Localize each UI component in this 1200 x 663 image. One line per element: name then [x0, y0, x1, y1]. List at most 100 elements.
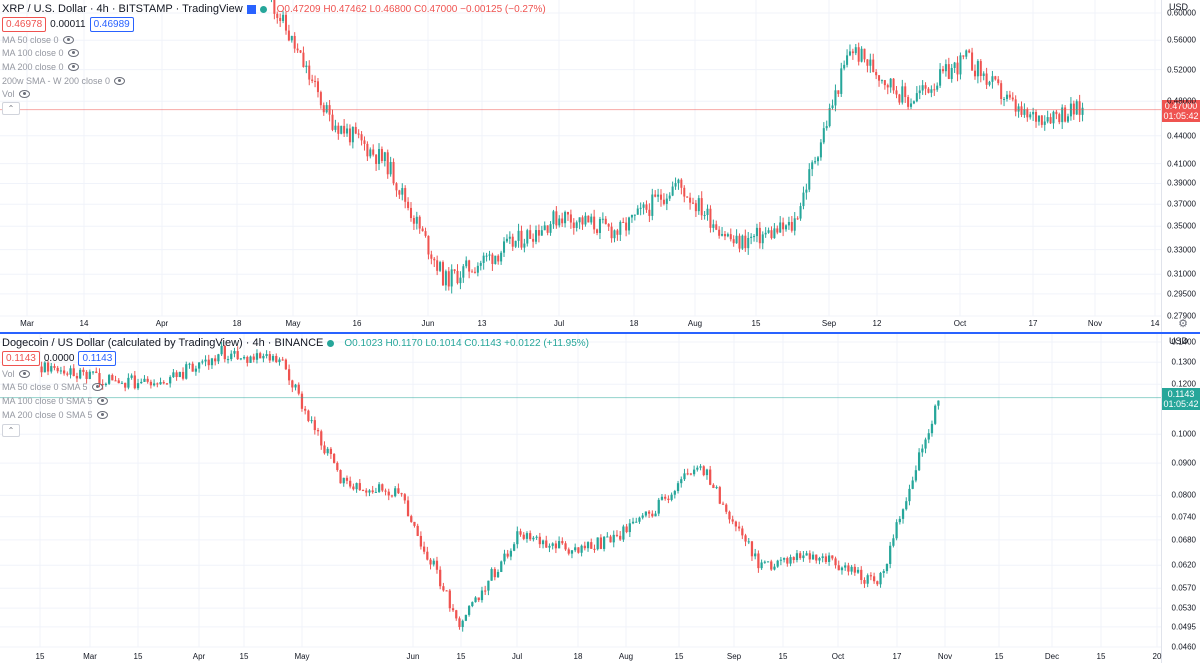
candle [1003, 96, 1006, 107]
candle [305, 61, 308, 74]
indicator-200w-sma[interactable]: 200w SMA - W 200 close 0 [2, 76, 126, 86]
candle [721, 227, 724, 237]
candle [654, 510, 657, 517]
candle [805, 550, 808, 556]
candle [270, 0, 272, 3]
eye-icon[interactable] [67, 63, 79, 71]
xrp-candlestick-plot[interactable] [0, 0, 1162, 332]
candle [718, 226, 721, 239]
candle [249, 355, 252, 363]
candle [924, 437, 927, 454]
candle [677, 178, 680, 190]
candle [541, 539, 545, 549]
xrp-ask-price[interactable]: 0.46989 [89, 17, 134, 32]
candle [944, 59, 947, 77]
candle [924, 82, 927, 96]
candle [596, 537, 599, 551]
doge-chart-pane[interactable]: Dogecoin / US Dollar (calculated by Trad… [0, 334, 1200, 663]
xrp-chart-pane[interactable]: XRP / U.S. Dollar · 4h · BITSTAMP · Trad… [0, 0, 1200, 332]
eye-icon[interactable] [96, 411, 108, 419]
eye-icon[interactable] [114, 77, 126, 85]
candle [72, 364, 75, 377]
collapse-legend-button[interactable]: ⌃ [2, 102, 20, 115]
candle [773, 563, 776, 571]
doge-candlestick-plot[interactable] [0, 334, 1162, 663]
candle [543, 221, 546, 231]
candle [712, 219, 715, 233]
candle [747, 232, 750, 255]
gear-icon[interactable]: ⚙ [1178, 318, 1188, 330]
candle [361, 489, 365, 492]
eye-icon[interactable] [96, 397, 108, 405]
candle [558, 215, 561, 228]
doge-price-axis[interactable]: USD 0.1143 01:05:42 0.1400 0.1300 0.1200 0.… [1161, 334, 1200, 663]
candle [850, 564, 853, 575]
candle [697, 195, 700, 215]
candle [422, 541, 426, 555]
indicator-ma100[interactable]: MA 100 close 0 SMA 5 [2, 396, 108, 406]
candle [444, 269, 447, 291]
eye-icon[interactable] [62, 36, 74, 44]
candle [602, 536, 606, 552]
candle [284, 358, 288, 371]
doge-bid-price[interactable]: 0.1143 [2, 351, 40, 366]
indicator-ma200[interactable]: MA 200 close 0 SMA 5 [2, 410, 108, 420]
candle [291, 379, 294, 393]
indicator-volume[interactable]: Vol [2, 369, 30, 379]
collapse-legend-button[interactable]: ⌃ [2, 424, 20, 437]
y-tick-label: 0.0570 [1171, 583, 1196, 593]
candle [822, 122, 825, 145]
candle [878, 74, 881, 87]
candle [659, 189, 663, 207]
candle [445, 590, 448, 592]
indicator-label: Vol [2, 89, 15, 99]
candle [692, 465, 696, 477]
candle [491, 252, 494, 271]
doge-last-price: 0.1143 [1167, 388, 1195, 399]
x-tick-label: May [285, 319, 301, 328]
candle [1081, 102, 1084, 122]
indicator-ma50[interactable]: MA 50 close 0 [2, 35, 74, 45]
doge-symbol-title[interactable]: Dogecoin / US Dollar (calculated by Trad… [2, 337, 324, 349]
indicator-ma50[interactable]: MA 50 close 0 SMA 5 [2, 382, 103, 392]
pane-divider[interactable] [0, 332, 1200, 334]
candle [912, 100, 915, 105]
candle [387, 488, 390, 501]
candle [728, 510, 731, 524]
candle [75, 372, 79, 383]
candle [262, 353, 265, 363]
candle [606, 532, 609, 538]
eye-icon[interactable] [18, 90, 30, 98]
candle [394, 486, 397, 498]
candle [683, 468, 686, 481]
y-tick-label: 0.31000 [1167, 269, 1196, 279]
eye-icon[interactable] [67, 49, 79, 57]
indicator-volume[interactable]: Vol [2, 89, 30, 99]
candle [545, 535, 548, 548]
y-tick-label: 0.48000 [1167, 96, 1196, 106]
eye-icon[interactable] [91, 383, 103, 391]
flag-icon[interactable] [246, 4, 256, 14]
candle [569, 209, 572, 229]
candle [866, 573, 869, 588]
xrp-symbol-title[interactable]: XRP / U.S. Dollar · 4h · BITSTAMP · Trad… [2, 3, 243, 15]
candle [991, 70, 994, 89]
indicator-ma100[interactable]: MA 100 close 0 [2, 48, 79, 58]
xrp-price-axis[interactable]: USD 0.47000 01:05:42 0.60000 0.56000 0.520… [1161, 0, 1200, 332]
indicator-label: MA 50 close 0 SMA 5 [2, 382, 88, 392]
candle [738, 233, 741, 253]
candle [757, 550, 760, 573]
candle [46, 360, 50, 376]
currency-selector[interactable]: USD [1168, 336, 1188, 346]
doge-ask-price[interactable]: 0.1143 [78, 351, 117, 366]
currency-selector[interactable]: USD [1168, 2, 1188, 12]
candle [529, 224, 532, 239]
xrp-bid-price[interactable]: 0.46978 [2, 17, 47, 32]
candle [761, 231, 764, 250]
eye-icon[interactable] [18, 370, 30, 378]
candle [331, 109, 334, 132]
candle [503, 549, 506, 565]
indicator-ma200[interactable]: MA 200 close 0 [2, 62, 79, 72]
candle [962, 55, 965, 60]
candle [676, 480, 680, 494]
